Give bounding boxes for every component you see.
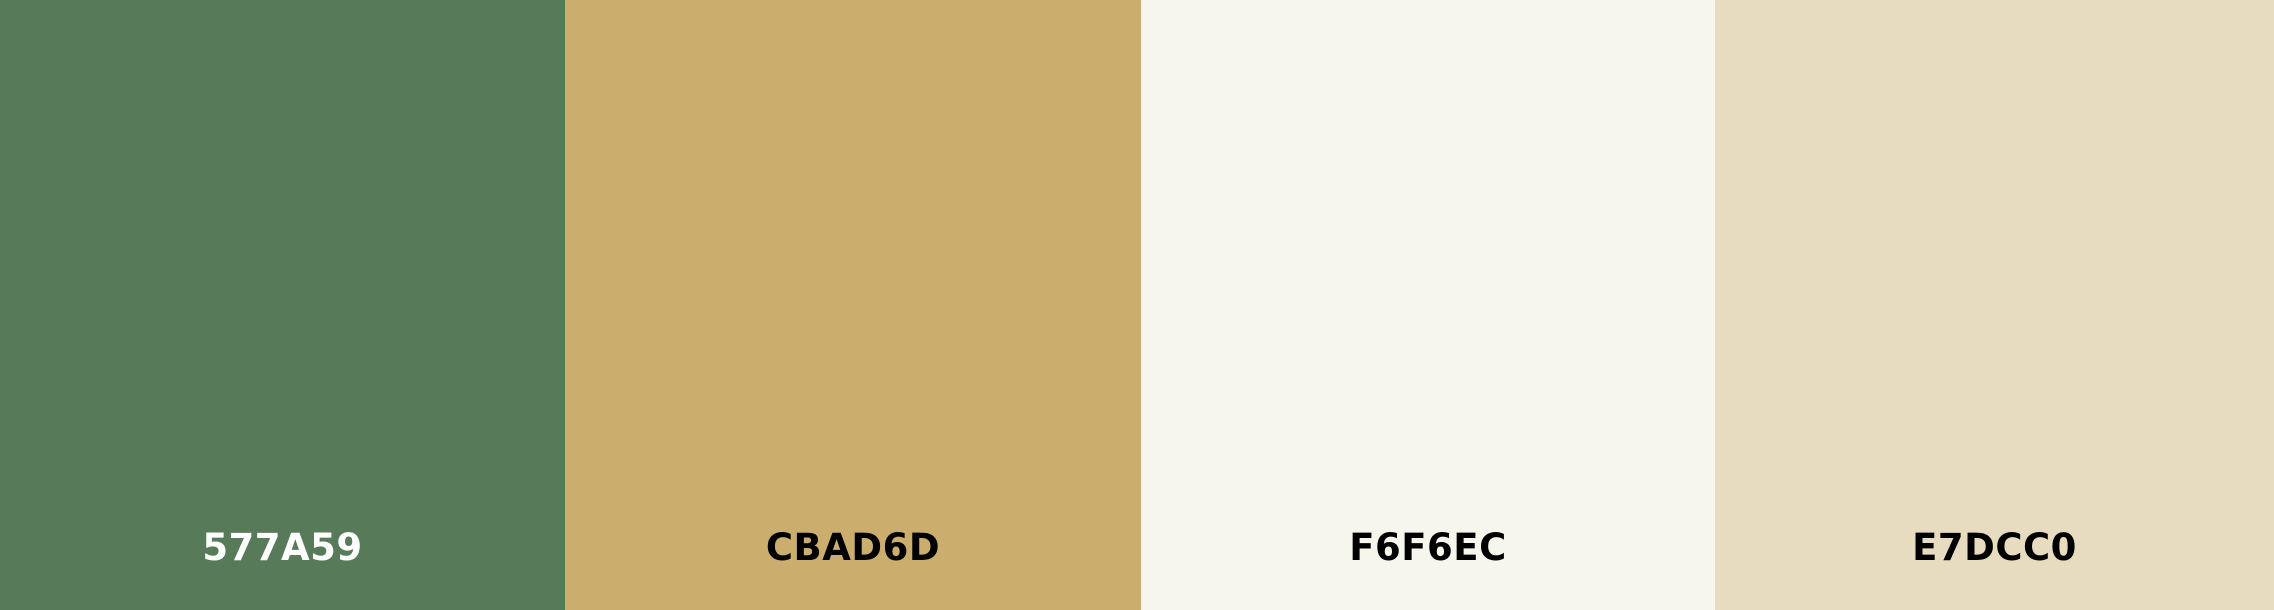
hex-code-label: F6F6EC bbox=[1349, 526, 1507, 569]
hex-code-label: CBAD6D bbox=[765, 526, 941, 569]
hex-code-label: E7DCC0 bbox=[1912, 526, 2077, 569]
color-swatch[interactable]: F6F6EC bbox=[1141, 0, 1715, 610]
color-swatch[interactable]: E7DCC0 bbox=[1715, 0, 2274, 610]
color-swatch[interactable]: 577A59 bbox=[0, 0, 565, 610]
color-swatch[interactable]: CBAD6D bbox=[565, 0, 1141, 610]
hex-code-label: 577A59 bbox=[202, 526, 363, 569]
